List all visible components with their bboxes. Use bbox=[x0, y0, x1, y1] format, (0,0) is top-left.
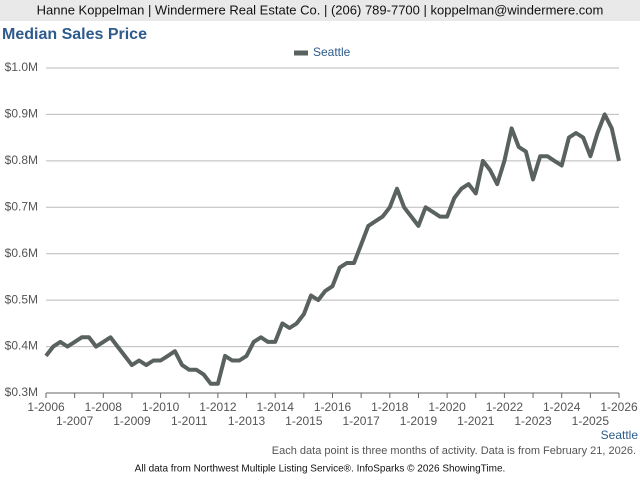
y-tick-label: $0.8M bbox=[5, 153, 38, 167]
header-bar bbox=[0, 0, 640, 21]
x-tick-label: 1-2011 bbox=[171, 414, 208, 428]
x-tick-label: 1-2017 bbox=[342, 414, 380, 428]
x-axis-label: Seattle bbox=[601, 428, 639, 442]
x-tick-label: 1-2024 bbox=[543, 400, 581, 414]
x-tick-label: 1-2010 bbox=[142, 400, 180, 414]
x-tick-label: 1-2025 bbox=[572, 414, 610, 428]
y-tick-label: $1.0M bbox=[5, 60, 38, 74]
header: Hanne Koppelman | Windermere Real Estate… bbox=[37, 2, 604, 17]
x-tick-label: 1-2021 bbox=[457, 414, 495, 428]
y-tick-label: $0.9M bbox=[5, 107, 38, 121]
chart-title: Median Sales Price bbox=[2, 26, 147, 43]
source: All data from Northwest Multiple Listing… bbox=[135, 464, 506, 475]
x-tick-label: 1-2009 bbox=[113, 414, 151, 428]
x-tick-label: 1-2008 bbox=[85, 400, 123, 414]
y-tick-label: $0.5M bbox=[5, 292, 38, 306]
x-tick-label: 1-2012 bbox=[199, 400, 237, 414]
x-tick-label: 1-2020 bbox=[428, 400, 466, 414]
x-tick-label: 1-2019 bbox=[400, 414, 438, 428]
y-tick-label: $0.6M bbox=[5, 246, 38, 260]
x-tick-label: 1-2022 bbox=[486, 400, 524, 414]
x-tick-label: 1-2016 bbox=[314, 400, 352, 414]
note: Each data point is three months of activ… bbox=[272, 445, 636, 457]
y-tick-label: $0.7M bbox=[5, 199, 38, 213]
y-tick-label: $0.4M bbox=[5, 339, 38, 353]
line bbox=[44, 112, 621, 386]
x-tick-label: 1-2006 bbox=[27, 400, 65, 414]
x-tick-label: 1-2013 bbox=[228, 414, 266, 428]
x-tick-label: 1-2018 bbox=[371, 400, 409, 414]
x-tick-label: 1-2015 bbox=[285, 414, 323, 428]
y-tick-label: $0.3M bbox=[5, 385, 38, 399]
x-tick-label: 1-2007 bbox=[56, 414, 94, 428]
legend-label: Seattle bbox=[313, 45, 351, 59]
x-tick-label: 1-2026 bbox=[600, 400, 638, 414]
x-tick-label: 1-2014 bbox=[257, 400, 295, 414]
x-tick-label: 1-2023 bbox=[514, 414, 552, 428]
